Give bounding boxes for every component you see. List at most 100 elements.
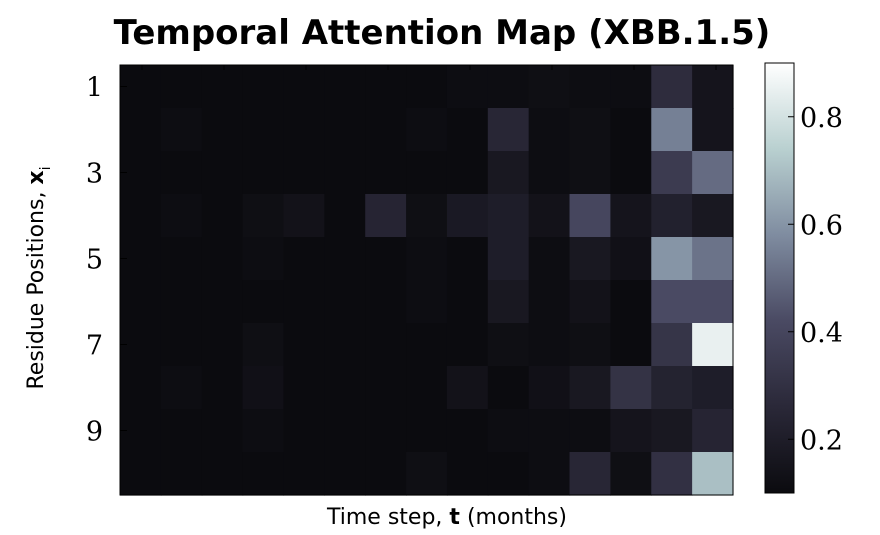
- heatmap-cell: [528, 194, 571, 238]
- heatmap-cell: [446, 237, 489, 281]
- heatmap-cell: [242, 366, 285, 410]
- heatmap-cell: [283, 194, 325, 238]
- heatmap-cell: [651, 452, 693, 496]
- heatmap-cell: [365, 194, 407, 238]
- heatmap-cell: [160, 151, 203, 195]
- heatmap-cell: [487, 323, 530, 367]
- heatmap-cell: [528, 108, 571, 152]
- y-tick-label: 1: [86, 73, 103, 104]
- heatmap-cell: [692, 65, 734, 109]
- heatmap-cell: [446, 323, 489, 367]
- heatmap-cell: [446, 452, 489, 496]
- heatmap-cell: [569, 280, 611, 324]
- heatmap-cell: [365, 366, 407, 410]
- heatmap-cell: [610, 65, 652, 109]
- heatmap-cell: [651, 323, 693, 367]
- heatmap-cell: [446, 65, 489, 109]
- heatmap-cell: [160, 108, 203, 152]
- heatmap-cell: [446, 366, 489, 410]
- colorbar-tick-label: 0.2: [800, 425, 843, 456]
- heatmap-cell: [692, 280, 734, 324]
- heatmap-cell: [201, 194, 244, 238]
- heatmap-cell: [365, 280, 407, 324]
- heatmap-cell: [610, 108, 652, 152]
- heatmap-cell: [610, 151, 652, 195]
- heatmap-cell: [692, 452, 734, 496]
- heatmap-cell: [160, 409, 203, 453]
- plot-frame: [119, 64, 734, 496]
- heatmap-cell: [242, 108, 285, 152]
- heatmap-cell: [692, 151, 734, 195]
- heatmap-cell: [365, 452, 407, 496]
- heatmap-cell: [610, 194, 652, 238]
- heatmap-cell: [201, 409, 244, 453]
- heatmap-cell: [406, 237, 448, 281]
- colorbar-tick-label: 0.6: [800, 210, 843, 241]
- heatmap-cell: [242, 452, 285, 496]
- heatmap-cell: [528, 65, 571, 109]
- heatmap-cell: [610, 409, 652, 453]
- heatmap-cell: [365, 151, 407, 195]
- top-ticks: [141, 65, 717, 70]
- heatmap-cell: [692, 366, 734, 410]
- heatmap-cell: [160, 194, 203, 238]
- heatmap-cell: [569, 323, 611, 367]
- heatmap-cell: [651, 151, 693, 195]
- heatmap-cell: [283, 409, 325, 453]
- heatmap-cell: [528, 151, 571, 195]
- y-tick-label: 3: [86, 159, 103, 190]
- x-axis-label: Time step, t (months): [326, 505, 567, 530]
- heatmap-cell: [283, 108, 325, 152]
- heatmap-cell: [283, 323, 325, 367]
- heatmap-cell: [324, 366, 366, 410]
- heatmap-cell: [365, 237, 407, 281]
- heatmap-cell: [406, 366, 448, 410]
- heatmap-cell: [406, 151, 448, 195]
- heatmap-cell: [528, 237, 571, 281]
- heatmap-cell: [487, 280, 530, 324]
- heatmap-cell: [569, 151, 611, 195]
- heatmap-cell: [160, 452, 203, 496]
- heatmap-cell: [406, 108, 448, 152]
- heatmap-cell: [569, 409, 611, 453]
- heatmap-cell: [324, 409, 366, 453]
- heatmap-cell: [446, 194, 489, 238]
- heatmap-cell: [201, 452, 244, 496]
- heatmap-cell: [283, 151, 325, 195]
- y-tick-label: 9: [86, 417, 103, 448]
- heatmap-cell: [528, 452, 571, 496]
- heatmap-cell: [283, 65, 325, 109]
- y-axis-label: Residue Positions, xi: [24, 166, 54, 389]
- heatmap-cell: [406, 409, 448, 453]
- heatmap-cells: [120, 65, 734, 496]
- heatmap-cell: [324, 108, 366, 152]
- heatmap-cell: [324, 237, 366, 281]
- heatmap-cell: [242, 409, 285, 453]
- heatmap-cell: [201, 280, 244, 324]
- colorbar-ticks: 0.2 0.4 0.6 0.8: [788, 103, 843, 456]
- heatmap-cell: [651, 409, 693, 453]
- heatmap-cell: [242, 237, 285, 281]
- colorbar-tick-label: 0.4: [800, 318, 843, 349]
- heatmap-cell: [324, 151, 366, 195]
- heatmap-cell: [283, 237, 325, 281]
- heatmap-cell: [201, 323, 244, 367]
- heatmap-cell: [651, 366, 693, 410]
- heatmap-cell: [406, 65, 448, 109]
- heatmap-cell: [651, 237, 693, 281]
- heatmap-cell: [120, 194, 162, 238]
- heatmap-cell: [324, 194, 366, 238]
- heatmap-cell: [610, 237, 652, 281]
- heatmap-cell: [120, 108, 162, 152]
- heatmap-cell: [365, 409, 407, 453]
- heatmap-cell: [406, 452, 448, 496]
- heatmap-cell: [692, 108, 734, 152]
- heatmap-cell: [487, 194, 530, 238]
- heatmap-cell: [406, 323, 448, 367]
- heatmap-cell: [406, 280, 448, 324]
- heatmap-cell: [120, 452, 162, 496]
- heatmap-cell: [528, 366, 571, 410]
- heatmap-cell: [569, 452, 611, 496]
- heatmap-cell: [610, 280, 652, 324]
